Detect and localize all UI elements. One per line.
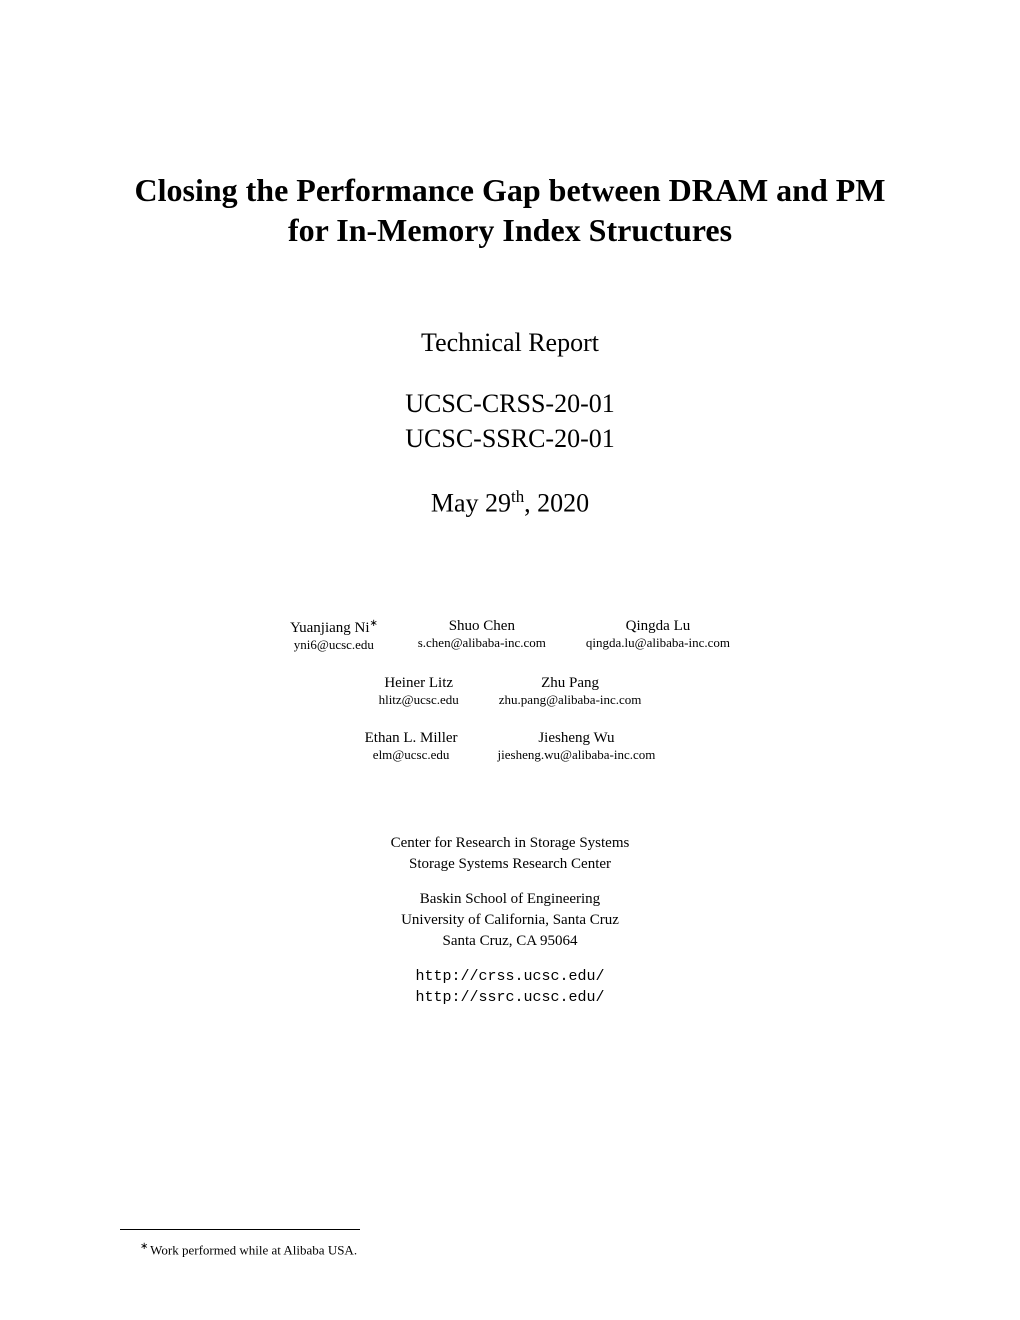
footnote: ∗Work performed while at Alibaba USA. — [140, 1241, 357, 1258]
paper-title: Closing the Performance Gap between DRAM… — [120, 170, 900, 250]
author-name: Ethan L. Miller — [365, 730, 458, 747]
authors-block: Yuanjiang Ni∗ yni6@ucsc.edu Shuo Chen s.… — [120, 618, 900, 763]
url-link[interactable]: http://ssrc.ucsc.edu/ — [120, 987, 900, 1008]
author: Jiesheng Wu jiesheng.wu@alibaba-inc.com — [498, 730, 656, 763]
affiliation-line: Santa Cruz, CA 95064 — [120, 931, 900, 952]
author-email: s.chen@alibaba-inc.com — [418, 635, 546, 651]
author-name: Heiner Litz — [384, 675, 453, 692]
author-row-3: Ethan L. Miller elm@ucsc.edu Jiesheng Wu… — [120, 730, 900, 763]
affiliation-line: University of California, Santa Cruz — [120, 910, 900, 931]
report-number-2: UCSC-SSRC-20-01 — [120, 421, 900, 456]
subtitle: Technical Report — [120, 325, 900, 361]
author-email: zhu.pang@alibaba-inc.com — [499, 692, 642, 708]
author-name: Zhu Pang — [541, 675, 599, 692]
author-email: elm@ucsc.edu — [373, 747, 450, 763]
author: Ethan L. Miller elm@ucsc.edu — [365, 730, 458, 763]
date-prefix: May 29 — [431, 488, 511, 517]
url-link[interactable]: http://crss.ucsc.edu/ — [120, 966, 900, 987]
author: Zhu Pang zhu.pang@alibaba-inc.com — [499, 675, 642, 708]
footnote-rule — [120, 1229, 360, 1230]
author-name: Yuanjiang Ni∗ — [290, 618, 378, 637]
author: Yuanjiang Ni∗ yni6@ucsc.edu — [290, 618, 378, 653]
date-ordinal: th — [511, 487, 524, 506]
author: Shuo Chen s.chen@alibaba-inc.com — [418, 618, 546, 653]
affiliation-line: Center for Research in Storage Systems — [120, 833, 900, 854]
affiliation-line: Baskin School of Engineering — [120, 889, 900, 910]
footnote-text: Work performed while at Alibaba USA. — [150, 1242, 357, 1257]
affiliation-line: Storage Systems Research Center — [120, 854, 900, 875]
author-email: jiesheng.wu@alibaba-inc.com — [498, 747, 656, 763]
author-name: Qingda Lu — [626, 618, 691, 635]
report-number-1: UCSC-CRSS-20-01 — [120, 386, 900, 421]
author-name: Shuo Chen — [449, 618, 515, 635]
author-email: qingda.lu@alibaba-inc.com — [586, 635, 730, 651]
date-suffix: , 2020 — [524, 488, 589, 517]
report-numbers: UCSC-CRSS-20-01 UCSC-SSRC-20-01 — [120, 386, 900, 456]
date: May 29th, 2020 — [120, 487, 900, 519]
affiliation-group-1: Center for Research in Storage Systems S… — [120, 833, 900, 875]
author-email: yni6@ucsc.edu — [294, 637, 374, 653]
footnote-marker: ∗ — [140, 1241, 148, 1252]
affiliation-group-2: Baskin School of Engineering University … — [120, 889, 900, 952]
author-name: Jiesheng Wu — [538, 730, 614, 747]
affiliation-block: Center for Research in Storage Systems S… — [120, 833, 900, 1008]
author: Qingda Lu qingda.lu@alibaba-inc.com — [586, 618, 730, 653]
author-row-1: Yuanjiang Ni∗ yni6@ucsc.edu Shuo Chen s.… — [120, 618, 900, 653]
author: Heiner Litz hlitz@ucsc.edu — [379, 675, 459, 708]
author-row-2: Heiner Litz hlitz@ucsc.edu Zhu Pang zhu.… — [120, 675, 900, 708]
author-email: hlitz@ucsc.edu — [379, 692, 459, 708]
affiliation-urls: http://crss.ucsc.edu/ http://ssrc.ucsc.e… — [120, 966, 900, 1008]
